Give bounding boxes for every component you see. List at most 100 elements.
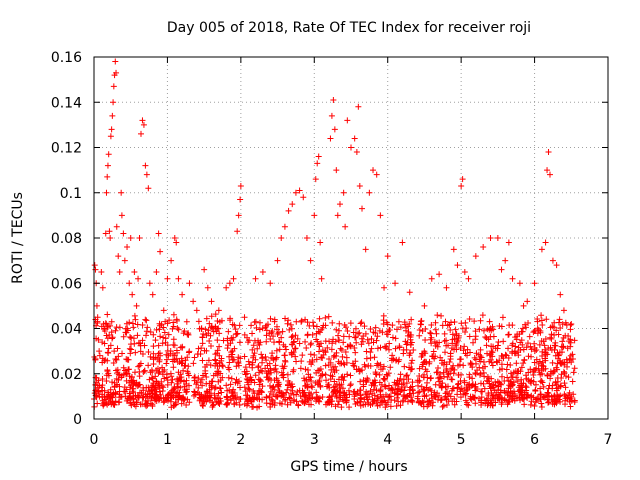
data-point [325,398,332,405]
data-point [135,275,142,282]
data-point [355,330,362,337]
data-point [489,402,496,409]
data-point [200,331,207,338]
data-point [202,370,209,377]
data-point [567,352,574,359]
data-point [133,302,140,309]
data-point [317,239,324,246]
data-point [407,366,414,373]
data-point [174,380,181,387]
data-point [552,379,559,386]
data-point [309,359,316,366]
data-point [348,144,354,151]
data-point [151,395,158,402]
data-point [139,322,146,329]
data-point [241,368,248,375]
data-point [333,167,340,174]
data-point [469,382,476,389]
data-point [368,335,375,342]
data-point [307,257,314,264]
data-point [356,329,363,336]
data-point [207,342,214,349]
data-point [139,350,146,357]
data-point [423,384,430,391]
data-point [225,374,232,381]
data-point [236,322,243,329]
data-point [244,339,251,346]
data-point [454,384,461,391]
data-point [273,347,280,354]
data-point [207,394,214,401]
data-point [554,374,561,381]
data-point [441,330,448,337]
data-point [545,390,552,397]
data-point [290,368,297,375]
data-point [150,331,157,338]
data-point [256,319,263,326]
data-point [126,319,133,326]
data-point [517,397,524,404]
data-point [307,341,314,348]
data-point [376,379,383,386]
data-point [184,331,191,338]
data-point [145,362,152,369]
data-point [561,370,568,377]
data-point [403,380,410,387]
data-point [292,189,299,196]
data-point [488,359,495,366]
data-point [168,257,175,264]
data-point [386,385,393,392]
data-point [447,350,454,357]
data-point [326,338,333,345]
data-points [91,58,578,411]
data-point [341,373,348,380]
data-point [434,312,441,319]
data-point [523,384,530,391]
data-point [360,377,367,384]
x-tick-labels: 0 1 2 3 4 5 6 7 [90,432,613,448]
data-point [121,367,128,374]
data-point [178,400,185,407]
data-point [241,353,248,360]
data-point [324,344,331,351]
data-point [215,390,222,397]
data-point [314,381,321,388]
data-point [236,396,243,403]
data-point [318,275,325,282]
data-point [392,345,399,352]
data-point [380,363,387,370]
data-point [211,385,218,392]
data-point [523,375,530,382]
data-point [557,359,564,366]
data-point [126,280,133,287]
data-point [363,394,370,401]
data-point [183,401,190,408]
data-point [155,342,162,349]
data-point [465,275,472,282]
data-point [146,280,153,287]
data-point [476,326,483,333]
data-point [330,336,337,343]
data-point [531,402,538,409]
data-point [208,313,215,320]
data-point [252,275,259,282]
data-point [372,329,379,336]
data-point [343,354,350,361]
data-point [335,358,342,365]
data-point [336,327,343,334]
data-point [123,377,130,384]
data-point [269,350,276,357]
data-point [558,382,565,389]
data-point [371,354,378,361]
data-point [402,327,409,334]
data-point [123,397,130,404]
data-point [489,349,496,356]
data-point [508,395,515,402]
data-point [157,333,164,340]
data-point [92,381,99,388]
data-point [549,359,556,366]
data-point [538,337,545,344]
data-point [551,368,558,375]
data-point [487,325,494,332]
data-point [434,365,441,372]
